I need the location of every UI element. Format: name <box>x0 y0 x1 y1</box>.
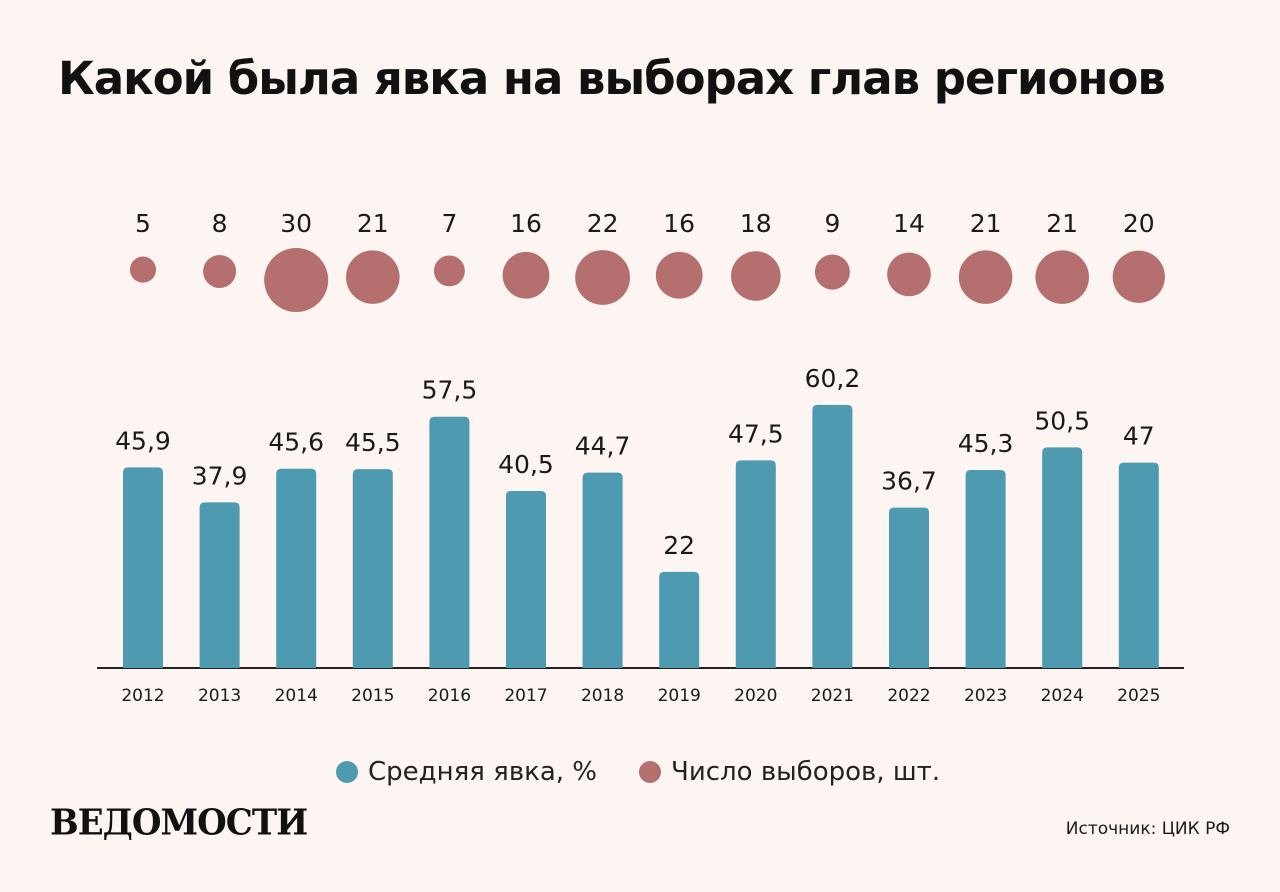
count-label-2015: 21 <box>357 209 389 238</box>
bubble-2019 <box>655 251 703 299</box>
bubble-2024 <box>1035 250 1089 304</box>
bubble-2016 <box>433 255 465 287</box>
year-label-2016: 2016 <box>428 686 471 706</box>
legend-label-turnout: Средняя явка, % <box>368 757 598 787</box>
bubble-2014 <box>264 248 329 312</box>
value-label-2014: 45,6 <box>268 428 324 457</box>
count-label-2021: 9 <box>824 209 840 238</box>
bubble-2013 <box>203 254 237 289</box>
count-label-2013: 8 <box>212 209 228 238</box>
year-label-2021: 2021 <box>811 686 854 706</box>
bar-2022 <box>889 507 929 668</box>
legend-dot-turnout-icon <box>336 761 358 783</box>
value-label-2018: 44,7 <box>575 432 631 461</box>
count-label-2020: 18 <box>740 209 772 238</box>
bubble-2021 <box>814 254 850 290</box>
value-label-2015: 45,5 <box>345 428 401 457</box>
year-label-2017: 2017 <box>504 686 547 706</box>
bar-2021 <box>812 404 853 668</box>
value-label-2019: 22 <box>663 531 695 560</box>
bar-2013 <box>199 502 240 668</box>
count-label-2024: 21 <box>1046 209 1078 238</box>
legend-item-count: Число выборов, шт. <box>639 757 940 787</box>
bar-2014 <box>276 468 317 668</box>
bubble-2025 <box>1112 250 1165 303</box>
bar-2020 <box>735 460 776 668</box>
year-label-2015: 2015 <box>351 686 394 706</box>
year-label-2020: 2020 <box>734 686 777 706</box>
value-label-2024: 50,5 <box>1034 406 1090 435</box>
count-label-2018: 22 <box>587 209 619 238</box>
year-label-2014: 2014 <box>275 686 318 706</box>
year-label-2018: 2018 <box>581 686 624 706</box>
legend-dot-count-icon <box>639 761 662 783</box>
count-label-2016: 7 <box>441 209 457 238</box>
count-label-2025: 20 <box>1123 209 1155 238</box>
bubble-2015 <box>346 250 400 304</box>
bubble-2018 <box>575 250 631 305</box>
source-note: Источник: ЦИК РФ <box>1065 819 1230 839</box>
bubble-2017 <box>502 251 550 299</box>
bar-2025 <box>1118 462 1159 668</box>
value-label-2020: 47,5 <box>728 419 784 448</box>
vedomosti-logo: ВЕДОМОСТИ <box>50 802 308 844</box>
bubble-2012 <box>129 256 157 283</box>
bar-2012 <box>123 467 163 668</box>
legend: Средняя явка, % Число выборов, шт. <box>336 757 982 787</box>
value-label-2023: 45,3 <box>958 429 1014 458</box>
count-label-2022: 14 <box>893 209 925 238</box>
year-label-2024: 2024 <box>1041 686 1084 706</box>
year-label-2023: 2023 <box>964 686 1007 706</box>
value-label-2012: 45,9 <box>115 426 171 455</box>
bubble-2020 <box>731 251 781 301</box>
year-label-2025: 2025 <box>1117 686 1160 706</box>
year-label-2022: 2022 <box>887 686 930 706</box>
bar-2023 <box>965 470 1006 668</box>
count-label-2019: 16 <box>663 209 695 238</box>
count-label-2017: 16 <box>510 209 542 238</box>
value-label-2016: 57,5 <box>422 376 478 405</box>
bubble-2023 <box>958 250 1013 304</box>
count-label-2014: 30 <box>280 209 312 238</box>
bar-2018 <box>582 472 623 668</box>
count-label-2023: 21 <box>970 209 1002 238</box>
value-label-2017: 40,5 <box>498 450 554 479</box>
value-label-2021: 60,2 <box>805 364 861 393</box>
bar-2019 <box>659 571 700 668</box>
value-label-2013: 37,9 <box>192 461 248 490</box>
year-label-2012: 2012 <box>121 686 164 706</box>
value-label-2022: 36,7 <box>881 467 937 496</box>
bar-2016 <box>429 416 470 668</box>
bar-2015 <box>352 469 393 668</box>
year-label-2013: 2013 <box>198 686 241 706</box>
legend-label-count: Число выборов, шт. <box>671 757 941 787</box>
bar-2024 <box>1042 447 1083 668</box>
bubble-2022 <box>887 252 931 297</box>
count-label-2012: 5 <box>135 209 151 238</box>
year-label-2019: 2019 <box>658 686 701 706</box>
chart-title: Какой была явка на выборах глав регионов <box>58 52 1166 105</box>
legend-item-turnout: Средняя явка, % <box>336 757 597 787</box>
value-label-2025: 47 <box>1123 422 1155 451</box>
bar-2017 <box>506 491 546 668</box>
